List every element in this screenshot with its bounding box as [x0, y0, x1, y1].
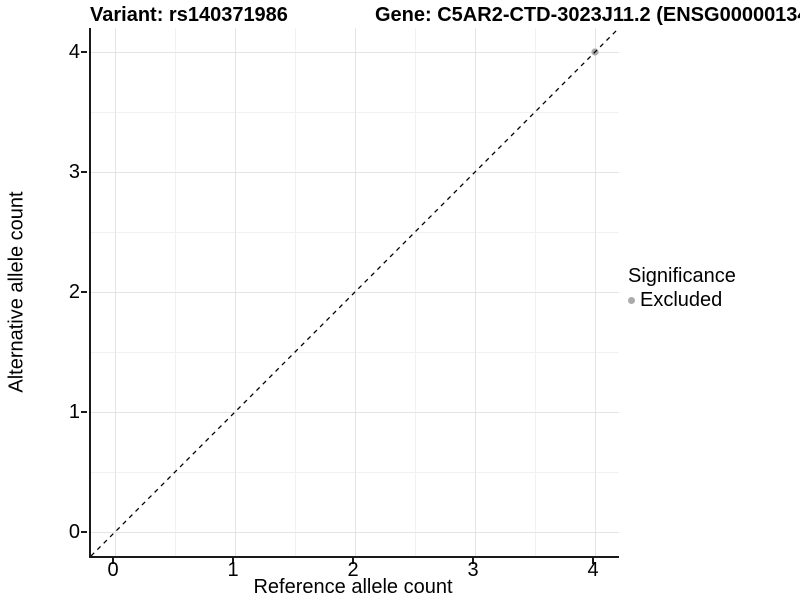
major-gridline-y — [91, 51, 619, 53]
y-tick-mark — [81, 531, 87, 533]
x-tick-label: 0 — [107, 559, 119, 581]
plot-canvas — [91, 28, 619, 556]
x-tick-label: 3 — [467, 559, 479, 581]
x-tick-label: 2 — [347, 559, 359, 581]
variant-title: Variant: rs140371986 — [90, 4, 288, 26]
y-tick-label: 2 — [68, 281, 80, 303]
y-tick-label: 0 — [68, 521, 80, 543]
x-tick-label: 4 — [587, 559, 599, 581]
x-tick-label: 1 — [227, 559, 239, 581]
legend-item-label: Excluded — [640, 289, 723, 311]
gene-title: Gene: C5AR2-CTD-3023J11.2 (ENSG00000134 — [375, 4, 800, 26]
y-tick-mark — [81, 171, 87, 173]
y-axis-title: Alternative allele count — [5, 191, 28, 393]
identity-dashed-line — [91, 28, 619, 556]
x-tick-mark — [352, 558, 354, 564]
y-tick-mark — [81, 291, 87, 293]
x-tick-mark — [592, 558, 594, 564]
legend-title: Significance — [628, 265, 736, 287]
y-tick-mark — [81, 411, 87, 413]
x-tick-mark — [232, 558, 234, 564]
x-axis-title: Reference allele count — [253, 576, 453, 598]
major-gridline-y — [91, 411, 619, 413]
plot-panel — [89, 28, 619, 558]
x-tick-mark — [112, 558, 114, 564]
y-tick-mark — [81, 51, 87, 53]
y-tick-label: 1 — [68, 401, 80, 423]
legend: Significance Excluded — [628, 265, 736, 311]
y-tick-label: 3 — [68, 161, 80, 183]
x-tick-mark — [472, 558, 474, 564]
major-gridline-y — [91, 531, 619, 533]
legend-point-icon — [628, 296, 635, 304]
major-gridline-y — [91, 171, 619, 173]
y-tick-label: 4 — [68, 41, 80, 63]
legend-item-excluded: Excluded — [628, 289, 736, 311]
